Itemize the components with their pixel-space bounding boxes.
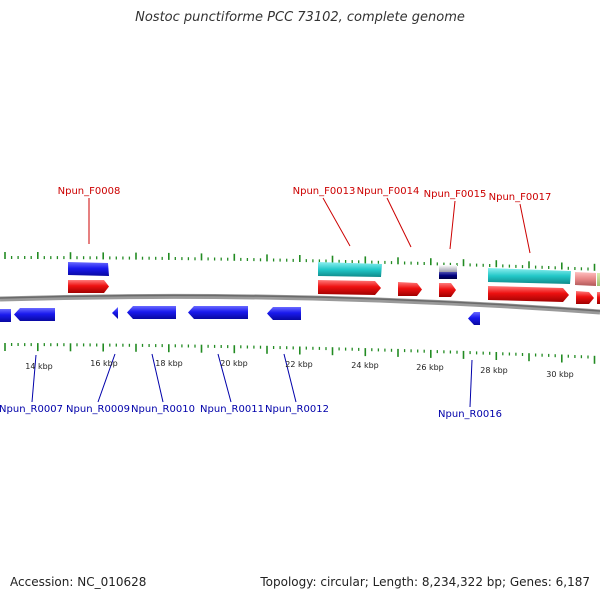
leader-F0014	[386, 197, 412, 248]
accession-text: Accession: NC_010628	[10, 575, 147, 589]
leader-R0010	[151, 353, 164, 403]
leader-R0016	[469, 359, 473, 408]
gene-R0007-arrow-a[interactable]	[0, 309, 11, 322]
label-R0009[interactable]: Npun_R0009	[66, 404, 130, 415]
label-R0016[interactable]: Npun_R0016	[438, 409, 502, 420]
gene-R0016-arrow[interactable]	[468, 312, 480, 325]
label-R0011[interactable]: Npun_R0011	[200, 404, 264, 415]
label-R0012[interactable]: Npun_R0012	[265, 404, 329, 415]
leader-F0017	[519, 203, 531, 254]
gene-R0011-arrow[interactable]	[188, 306, 248, 319]
kbp-label-14: 14 kbp	[25, 362, 53, 371]
gene-F0013-arrow[interactable]	[318, 280, 381, 295]
gene-edge-arrow-2[interactable]	[597, 292, 600, 304]
kbp-label-24: 24 kbp	[351, 361, 379, 370]
leader-R0012	[283, 353, 297, 403]
label-F0015[interactable]: Npun_F0015	[424, 189, 487, 200]
label-R0010[interactable]: Npun_R0010	[131, 404, 195, 415]
gene-edge-top-green[interactable]	[597, 273, 600, 286]
kbp-label-26: 26 kbp	[416, 363, 444, 372]
tick-row-top	[4, 252, 596, 271]
gene-edge-top-pink[interactable]	[575, 272, 596, 286]
kbp-label-30: 30 kbp	[546, 370, 574, 379]
genome-summary-text: Topology: circular; Length: 8,234,322 bp…	[260, 575, 590, 589]
gene-R0009-arrow[interactable]	[112, 307, 118, 319]
gene-F0015-top-light[interactable]	[439, 265, 457, 272]
genome-backbone	[0, 293, 600, 315]
gene-F0008-arrow[interactable]	[68, 280, 109, 293]
leader-F0013	[322, 197, 351, 247]
gene-F0017-top[interactable]	[488, 268, 571, 284]
leader-R0011	[217, 353, 232, 403]
kbp-label-28: 28 kbp	[480, 366, 508, 375]
gene-F0015-top-dark[interactable]	[439, 272, 457, 279]
gene-edge-arrow[interactable]	[576, 291, 594, 304]
gene-F0008-top[interactable]	[68, 262, 109, 276]
kbp-label-20: 20 kbp	[220, 359, 248, 368]
gene-F0014-arrow[interactable]	[398, 282, 422, 296]
gene-R0007-arrow[interactable]	[14, 308, 55, 321]
genome-backbone-edge	[0, 294, 600, 312]
label-F0013[interactable]: Npun_F0013	[293, 186, 356, 197]
tick-row-bottom	[4, 343, 596, 364]
kbp-label-16: 16 kbp	[90, 359, 118, 368]
label-F0014[interactable]: Npun_F0014	[357, 186, 420, 197]
gene-F0013-top[interactable]	[318, 262, 382, 277]
label-R0007[interactable]: Npun_R0007	[0, 404, 63, 415]
leader-R0009	[97, 353, 116, 403]
kbp-label-18: 18 kbp	[155, 359, 183, 368]
leader-R0007	[31, 354, 37, 403]
map-title: Nostoc punctiforme PCC 73102, complete g…	[135, 10, 465, 25]
gene-R0010-arrow[interactable]	[127, 306, 176, 319]
gene-F0017-arrow[interactable]	[488, 286, 569, 302]
gene-F0015-arrow[interactable]	[439, 283, 456, 297]
label-F0017[interactable]: Npun_F0017	[489, 192, 552, 203]
label-F0008[interactable]: Npun_F0008	[58, 186, 121, 197]
gene-R0012-arrow[interactable]	[267, 307, 301, 320]
leader-F0015	[449, 200, 456, 250]
kbp-label-22: 22 kbp	[285, 360, 313, 369]
